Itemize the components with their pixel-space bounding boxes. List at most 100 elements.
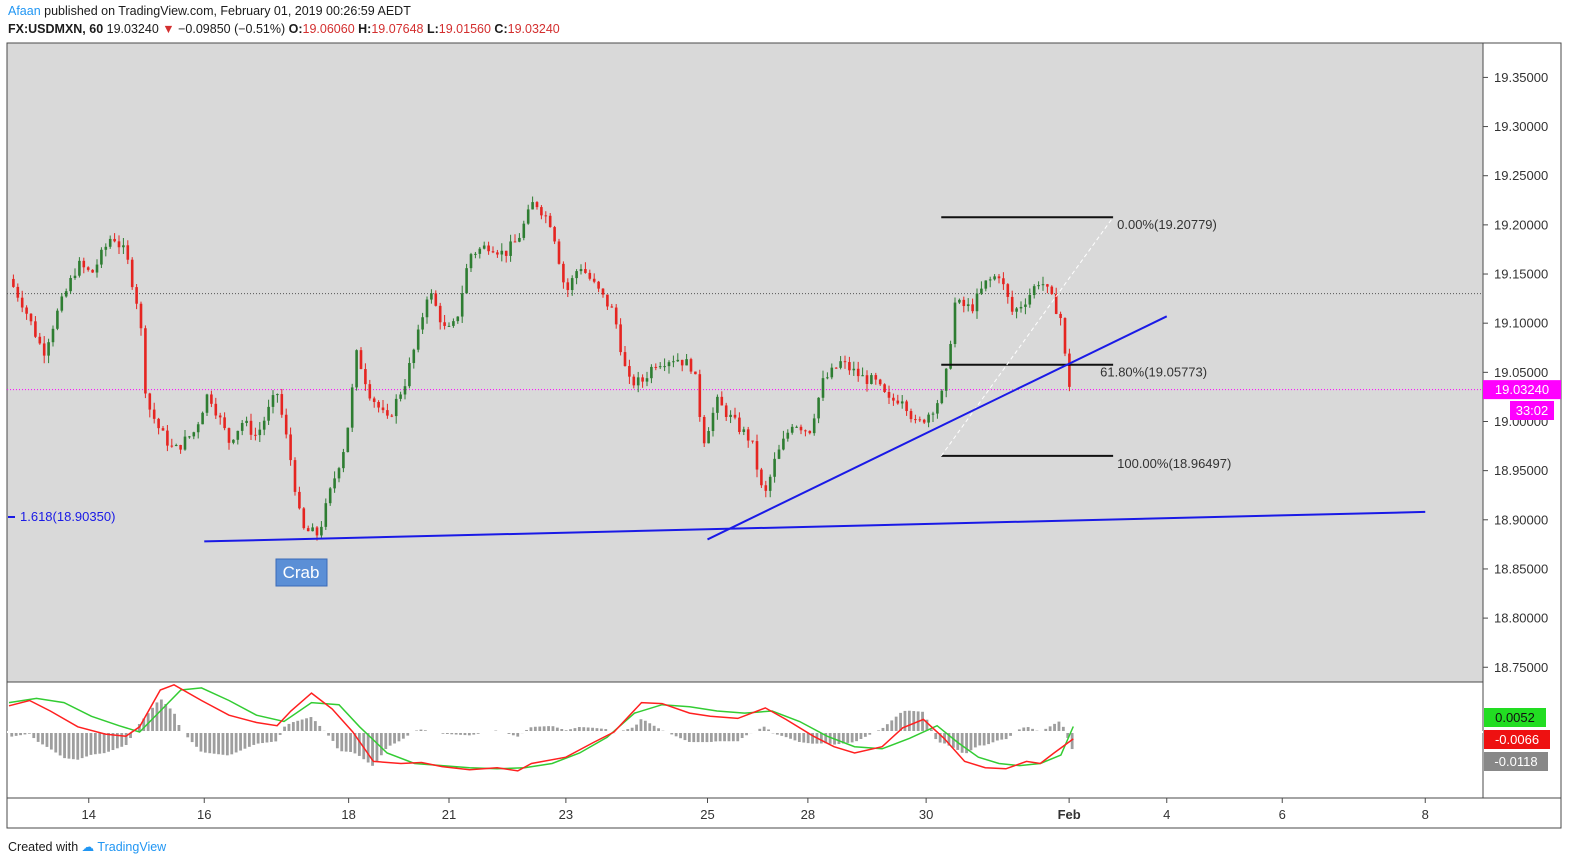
candle-body: [689, 359, 693, 372]
candle-body: [570, 278, 574, 291]
histogram-bar: [529, 727, 533, 732]
histogram-bar: [375, 732, 379, 762]
histogram-bar: [683, 732, 687, 741]
histogram-bar: [674, 732, 678, 737]
candle-body: [940, 390, 944, 404]
candle-body: [1054, 293, 1058, 314]
histogram-bar: [164, 704, 168, 732]
histogram-bar: [318, 725, 322, 732]
time-axis[interactable]: [6, 797, 1562, 829]
trend-line[interactable]: [707, 315, 1168, 541]
histogram-bar: [555, 727, 559, 732]
histogram-bar: [648, 723, 652, 732]
crab-label[interactable]: Crab: [275, 558, 328, 587]
candle-body: [874, 375, 878, 380]
fib-retracement[interactable]: 0.00%(19.20779) 61.80%(19.05773) 100.00%(1…: [940, 216, 1231, 471]
candle-body: [108, 238, 112, 247]
y-tick-label: 18.75000: [1494, 660, 1548, 675]
histogram-bar: [925, 719, 929, 732]
histogram-bar: [234, 732, 238, 753]
candle-body: [711, 412, 715, 432]
candle-body: [645, 378, 649, 382]
candle-body: [298, 491, 301, 509]
candle-body: [60, 296, 64, 311]
tradingview-logo-icon[interactable]: ☁: [81, 840, 95, 854]
histogram-bar: [982, 732, 986, 746]
candle-body: [416, 329, 420, 350]
current-price-tag[interactable]: 19.03240 33:02: [1483, 380, 1561, 420]
histogram-bar: [335, 732, 339, 749]
candle-body: [548, 215, 552, 228]
candle-body: [927, 414, 930, 423]
macd-value-tag-bg: [1484, 730, 1550, 749]
candle-body: [267, 406, 270, 421]
y-tick-label: 19.10000: [1494, 316, 1548, 331]
histogram-bar: [10, 732, 14, 737]
candle-body: [830, 367, 834, 378]
histogram-bar: [129, 732, 132, 739]
histogram-bar: [102, 732, 106, 754]
candle-body: [782, 438, 785, 450]
tradingview-brand[interactable]: TradingView: [97, 840, 167, 854]
histogram-bar: [305, 718, 308, 732]
candle-body: [452, 321, 455, 326]
candle-body: [130, 259, 134, 288]
trend-line[interactable]: [204, 510, 1426, 543]
histogram-bar: [124, 732, 128, 746]
publish-info: Afaan published on TradingView.com, Febr…: [8, 4, 411, 18]
candle-body: [1041, 284, 1045, 286]
histogram-bar: [1009, 732, 1012, 736]
histogram-bar: [533, 726, 537, 732]
histogram-bar: [93, 732, 97, 755]
x-tick-label: 16: [197, 807, 211, 822]
histogram-bar: [340, 732, 344, 752]
candle-body: [764, 485, 768, 491]
crab-label-text: Crab: [283, 563, 320, 582]
histogram-bar: [696, 732, 700, 743]
candle-body: [135, 287, 138, 304]
price-pane[interactable]: [6, 42, 1484, 683]
candle-body: [654, 366, 658, 368]
candle-body: [944, 368, 948, 391]
histogram-bar: [54, 732, 58, 753]
histogram-bar: [899, 712, 902, 732]
candle-body: [1010, 296, 1014, 312]
candle-body: [78, 260, 81, 276]
candle-body: [892, 397, 895, 401]
candle-body: [174, 444, 178, 446]
candle-body: [760, 469, 763, 486]
histogram-bar: [349, 732, 352, 752]
candle-body: [38, 336, 42, 344]
extension-marker: 1.618(18.90350): [8, 509, 115, 524]
current-price-tag-bg: [1483, 380, 1561, 400]
histogram-bar: [159, 699, 163, 732]
candle-body: [438, 305, 442, 323]
ohlc-legend: FX:USDMXN, 60 19.03240 ▼ −0.09850 (−0.51…: [8, 22, 560, 36]
candles: [12, 196, 1071, 541]
candle-body: [232, 439, 235, 443]
histogram-bar: [14, 732, 18, 736]
candle-body: [856, 368, 860, 377]
candle-body: [276, 394, 279, 396]
histogram-bar: [217, 732, 220, 755]
candle-body: [408, 363, 411, 387]
histogram-bar: [225, 732, 229, 756]
candle-body: [51, 328, 55, 343]
histogram-bar: [23, 732, 27, 735]
candle-body: [918, 419, 922, 421]
trend-lines[interactable]: [204, 315, 1426, 543]
histogram-bar: [221, 732, 225, 755]
candle-body: [826, 377, 829, 379]
histogram-bar: [929, 729, 933, 732]
histogram-bar: [780, 732, 784, 736]
candle-body: [900, 401, 904, 404]
histogram-bar: [577, 727, 581, 732]
candle-body: [958, 299, 961, 303]
candle-body: [179, 444, 182, 450]
author-name[interactable]: Afaan: [8, 4, 41, 18]
histogram-bar: [1066, 732, 1070, 738]
candle-body: [878, 379, 882, 385]
candle-body: [306, 528, 310, 532]
macd-value-tags: 0.0052 -0.0066 -0.0118: [1484, 708, 1550, 771]
